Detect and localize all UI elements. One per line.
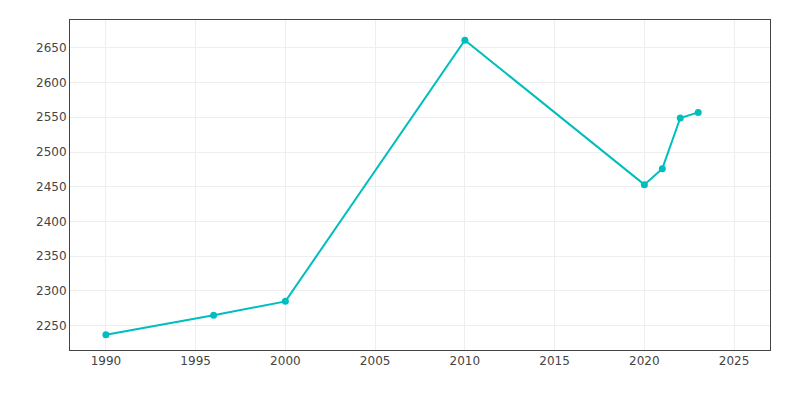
svg-text:2550: 2550 [36,110,67,124]
svg-text:2650: 2650 [36,41,67,55]
svg-text:2300: 2300 [36,284,67,298]
svg-text:2020: 2020 [629,354,660,368]
svg-text:2450: 2450 [36,180,67,194]
svg-text:2250: 2250 [36,319,67,333]
svg-text:2500: 2500 [36,145,67,159]
svg-text:1995: 1995 [180,354,211,368]
svg-text:2350: 2350 [36,249,67,263]
svg-text:2015: 2015 [539,354,570,368]
svg-text:2000: 2000 [270,354,301,368]
svg-text:2005: 2005 [360,354,391,368]
svg-text:2400: 2400 [36,215,67,229]
svg-text:2600: 2600 [36,76,67,90]
svg-text:1990: 1990 [91,354,122,368]
svg-text:2010: 2010 [450,354,481,368]
svg-text:2025: 2025 [719,354,750,368]
